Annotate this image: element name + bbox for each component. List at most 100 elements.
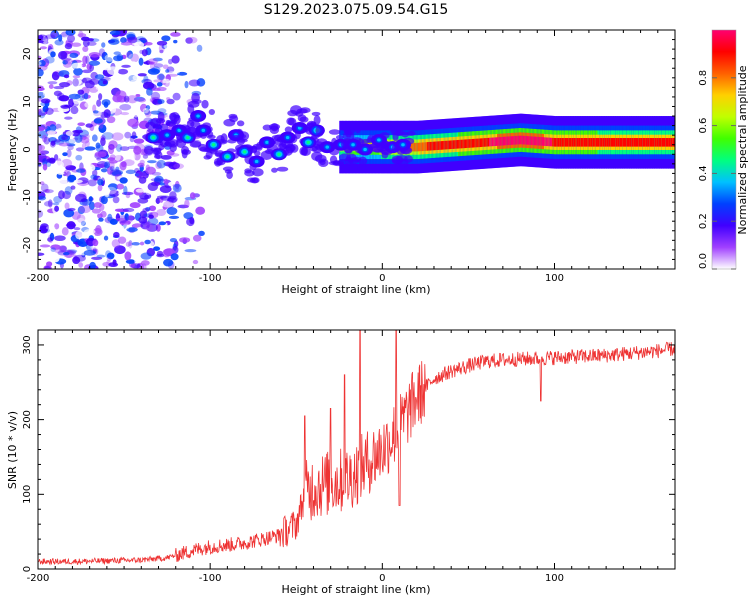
cluster-halo — [214, 160, 226, 166]
ridge-segment — [475, 138, 478, 148]
snr-panel: -200 -100 0 100 0 100 200 300 Height of straigh… — [6, 329, 676, 596]
noise-speck — [127, 214, 134, 223]
cluster-halo — [379, 132, 390, 139]
noise-speck — [38, 110, 46, 119]
noise-speck — [158, 221, 166, 226]
snr-axis-ticks: -200 -100 0 100 0 100 200 300 — [22, 329, 676, 584]
ridge-segment — [445, 140, 448, 150]
noise-speck — [135, 188, 145, 193]
noise-speck — [64, 43, 73, 50]
ridge-segment — [478, 138, 481, 148]
spectral-cluster — [196, 114, 200, 118]
colorbar-tick-label: 0.2 — [698, 213, 709, 229]
spectral-cluster — [285, 135, 290, 140]
noise-speck — [54, 39, 64, 46]
noise-speck — [147, 68, 160, 75]
noise-speck — [101, 132, 114, 140]
ridge-segment — [568, 138, 571, 147]
ridge-segment — [556, 138, 559, 147]
noise-speck — [93, 118, 103, 124]
noise-speck — [84, 146, 96, 151]
ridge-segment — [448, 140, 451, 150]
cluster-halo — [301, 146, 309, 156]
x-tick-label: 0 — [379, 573, 385, 584]
noise-speck — [180, 191, 188, 196]
ridge-segment — [541, 137, 544, 146]
noise-speck — [108, 140, 118, 149]
noise-speck — [135, 93, 141, 97]
noise-speck — [121, 64, 131, 68]
cluster-halo — [249, 177, 259, 184]
ridge-segment — [439, 141, 442, 150]
y-tick-label: -10 — [22, 189, 33, 205]
noise-speck — [58, 81, 71, 88]
noise-speck — [64, 186, 73, 195]
noise-speck — [145, 60, 151, 65]
noise-speck — [143, 109, 151, 116]
noise-speck — [144, 239, 151, 245]
ridge-segment — [417, 142, 420, 152]
ridge-segment — [536, 136, 538, 146]
ridge-segment — [529, 136, 531, 145]
noise-speck — [104, 161, 111, 169]
colorbar-tick-label: 0.0 — [698, 253, 709, 269]
noise-speck — [42, 35, 48, 45]
cluster-halo — [169, 111, 180, 122]
ridge-segment — [485, 138, 488, 147]
ridge-segment — [600, 138, 604, 147]
ridge-segment — [512, 136, 514, 145]
cluster-halo — [380, 124, 393, 130]
noise-speck — [94, 74, 105, 80]
noise-speck — [171, 55, 180, 64]
noise-speck — [147, 128, 154, 133]
ridge-segment — [573, 138, 576, 147]
ridge-segment — [554, 138, 557, 147]
ridge-segment — [425, 142, 428, 151]
ridge-segment — [481, 138, 483, 147]
ridge-segment — [437, 141, 440, 150]
cluster-halo — [284, 126, 293, 133]
ridge-segment — [619, 138, 623, 147]
noise-speck — [72, 75, 81, 79]
ridge-segment — [491, 137, 494, 147]
noise-speck — [59, 179, 68, 188]
ridge-segment — [537, 136, 540, 146]
noise-speck — [149, 62, 155, 70]
noise-speck — [176, 71, 188, 76]
ridge-segment — [497, 137, 499, 146]
noise-speck — [77, 89, 85, 95]
noise-speck — [83, 116, 93, 126]
ridge-segment — [476, 138, 479, 148]
noise-speck — [184, 248, 197, 253]
noise-speck — [119, 177, 128, 184]
snr-x-axis-label: Height of straight line (km) — [281, 583, 430, 596]
noise-speck — [142, 207, 150, 213]
noise-speck — [109, 169, 122, 177]
noise-speck — [119, 161, 127, 171]
ridge-segment — [507, 136, 510, 146]
noise-speck — [185, 37, 193, 44]
noise-speck — [95, 85, 104, 91]
noise-speck — [87, 38, 94, 42]
noise-speck — [60, 105, 69, 109]
noise-speck — [75, 147, 85, 152]
noise-speck — [100, 137, 106, 147]
ridge-segment — [421, 142, 424, 152]
ridge-segment — [594, 138, 597, 147]
noise-speck — [57, 127, 66, 133]
noise-speck — [131, 131, 137, 140]
noise-speck — [119, 220, 131, 226]
noise-speck — [118, 86, 129, 91]
noise-speck — [120, 111, 130, 116]
ridge-segment — [444, 140, 447, 150]
ridge-segment — [472, 138, 475, 148]
ridge-segment — [463, 139, 466, 149]
ridge-segment — [531, 136, 534, 146]
noise-speck — [128, 53, 140, 62]
noise-speck — [153, 246, 161, 251]
ridge-segment — [597, 138, 600, 147]
noise-speck — [173, 39, 178, 44]
noise-speck — [101, 99, 111, 106]
noise-speck — [173, 163, 185, 170]
